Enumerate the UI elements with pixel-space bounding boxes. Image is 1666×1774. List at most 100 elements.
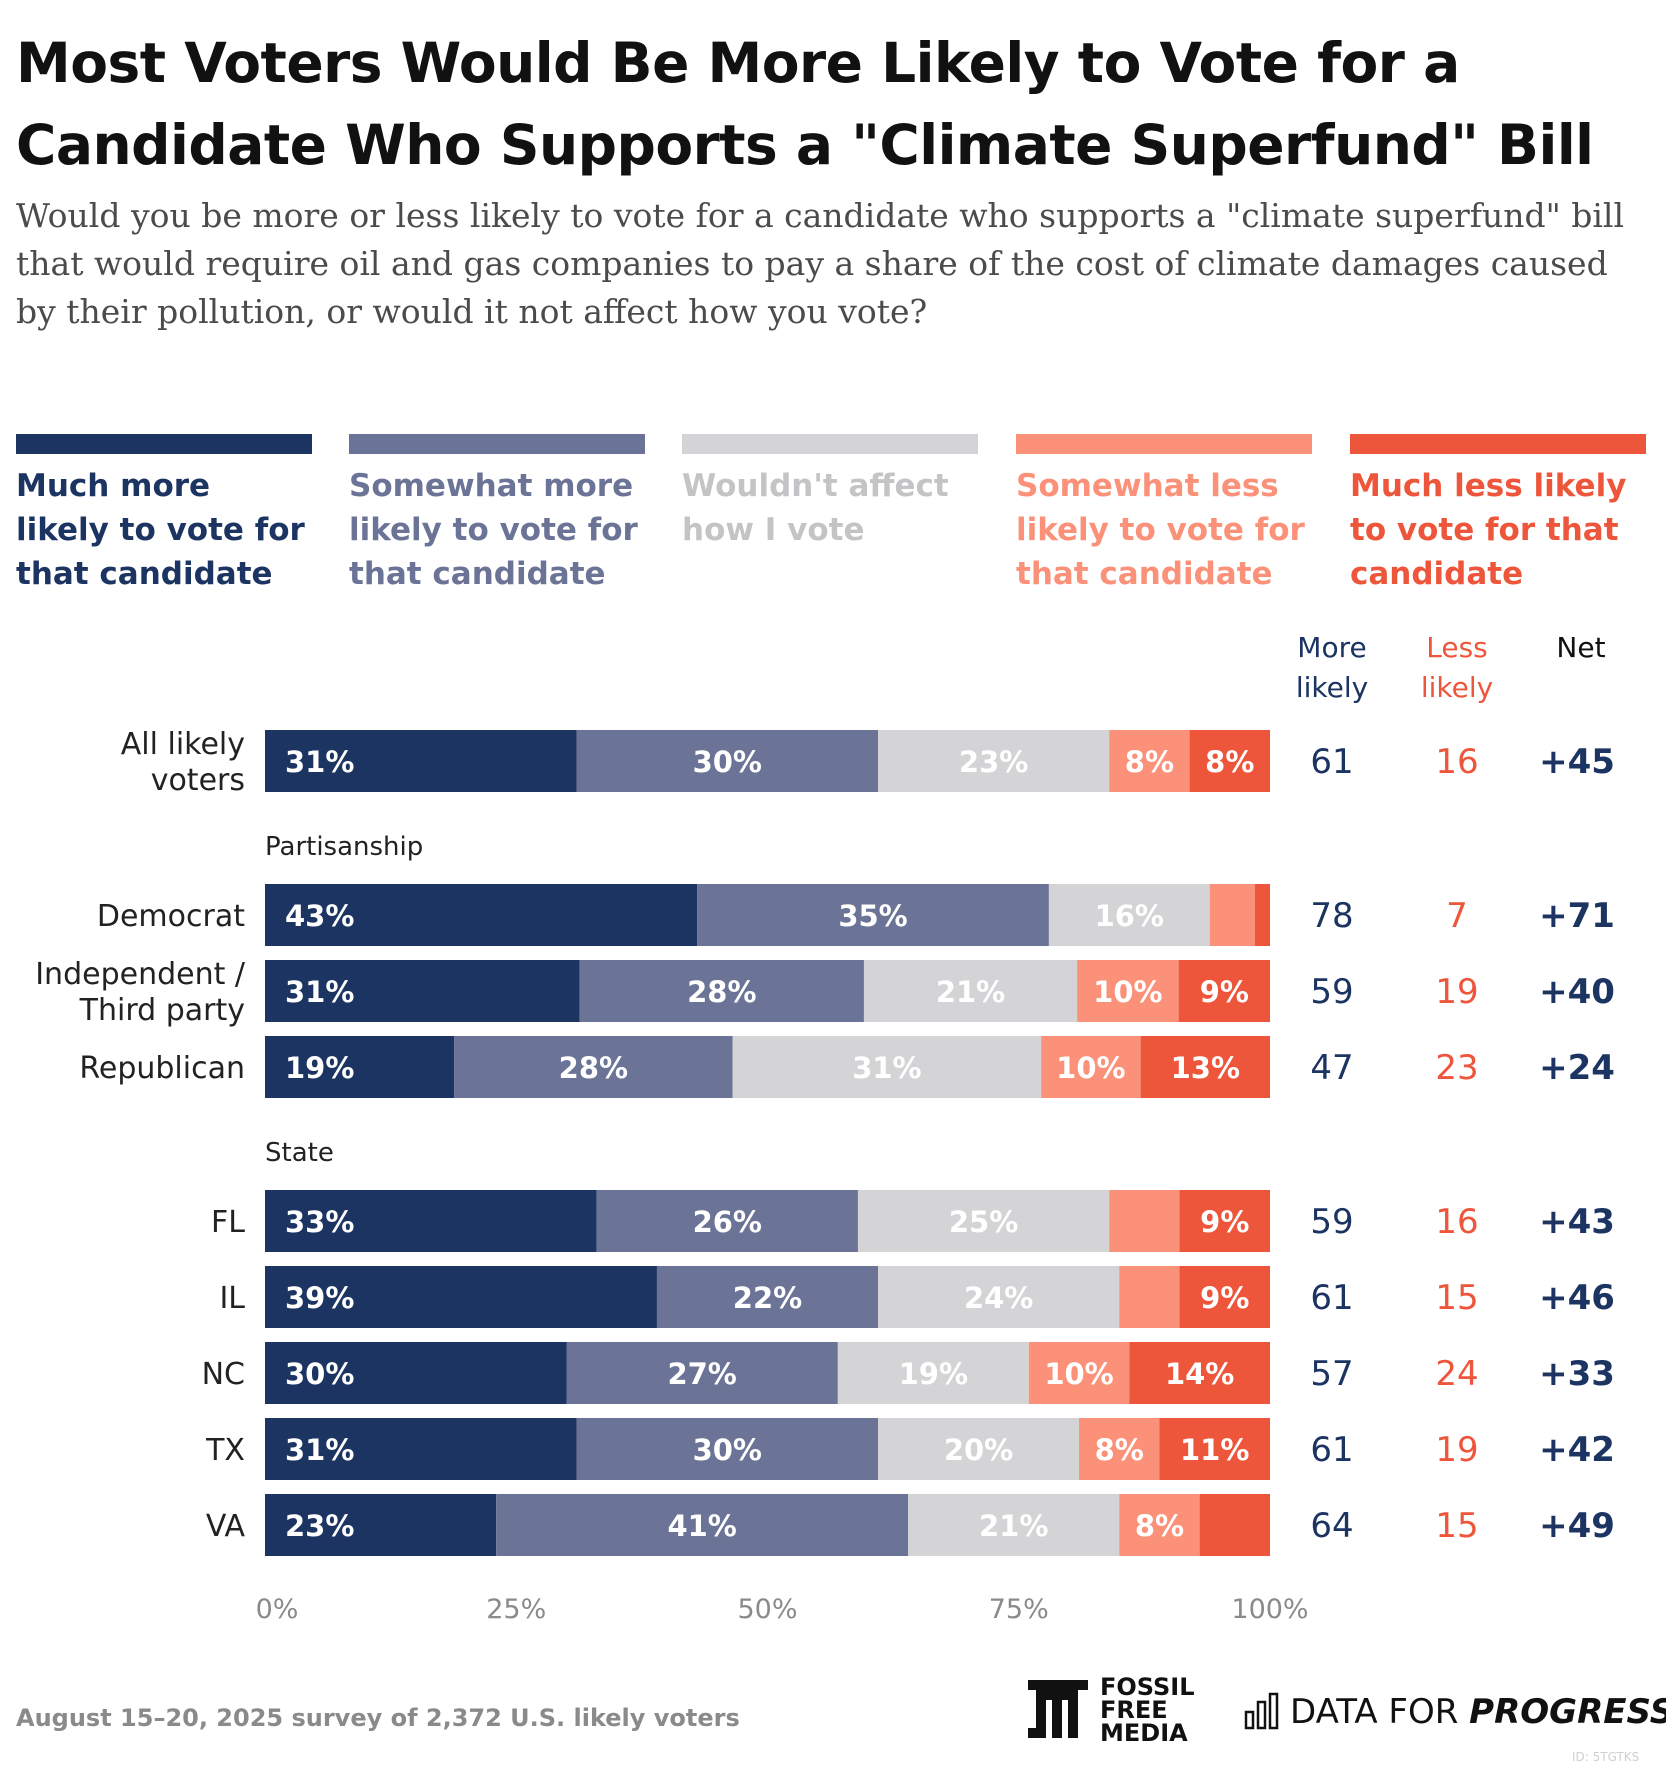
ffm-wordmark: FOSSIL FREE MEDIA — [1100, 1673, 1230, 1747]
bar-segment — [1109, 730, 1190, 792]
bar-segment — [265, 1342, 567, 1404]
ffm-word: FOSSIL — [1100, 1673, 1195, 1701]
row-label: IL — [219, 1281, 245, 1316]
data-label: 19% — [899, 1357, 968, 1391]
data-label: 11% — [1180, 1433, 1249, 1467]
data-label: 24% — [964, 1281, 1033, 1315]
row-label: voters — [151, 763, 245, 798]
net-value: +46 — [1539, 1278, 1615, 1318]
data-label: 28% — [559, 1051, 628, 1085]
dfp-word-plain: DATA FOR — [1290, 1692, 1470, 1732]
data-label: 8% — [1205, 745, 1254, 779]
bar-segment — [1077, 960, 1179, 1022]
data-label: 13% — [1171, 1051, 1240, 1085]
column-header-less-likely: Less likely — [1420, 631, 1494, 704]
data-label: 9% — [1200, 1281, 1249, 1315]
bar-segment — [878, 1418, 1080, 1480]
net-value: +24 — [1539, 1048, 1615, 1088]
ffm-word: MEDIA — [1100, 1719, 1188, 1747]
more-likely-value: 59 — [1310, 1202, 1353, 1242]
column-header-more-likely: More likely — [1295, 631, 1369, 704]
bar-segment — [656, 1266, 879, 1328]
legend-label: Much more likely to vote for that candid… — [16, 468, 305, 592]
data-label: 28% — [687, 975, 756, 1009]
row-label: Independent / — [35, 957, 246, 992]
x-tick-label: 0% — [256, 1594, 299, 1625]
legend-item-somewhat-more: Somewhat more likely to vote for that ca… — [349, 434, 645, 596]
bar-segment — [1079, 1418, 1160, 1480]
bar-segment — [857, 1190, 1110, 1252]
dfp-wordmark: DATA FOR PROGRESS — [1290, 1690, 1666, 1734]
net-value: +42 — [1539, 1430, 1615, 1470]
data-label: 20% — [944, 1433, 1013, 1467]
data-label: 30% — [285, 1357, 354, 1391]
x-tick-label: 50% — [737, 1594, 797, 1625]
more-likely-value: 61 — [1310, 1278, 1353, 1318]
bar-segment — [1254, 884, 1270, 946]
data-label: 10% — [1093, 975, 1162, 1009]
data-label: 25% — [949, 1205, 1018, 1239]
data-for-progress-logo: DATA FOR PROGRESS — [1244, 1690, 1666, 1734]
bar-segment — [1179, 1266, 1270, 1328]
bar-segment — [265, 960, 580, 1022]
bar-segment — [265, 1266, 657, 1328]
data-label: 9% — [1200, 1205, 1249, 1239]
less-likely-value: 16 — [1435, 1202, 1478, 1242]
row-label: NC — [202, 1357, 245, 1392]
bar-segment — [596, 1190, 858, 1252]
less-likely-value: 19 — [1435, 972, 1478, 1012]
bar-segment — [265, 730, 577, 792]
legend-label: Somewhat more likely to vote for that ca… — [349, 468, 638, 592]
bar-segment — [1109, 1190, 1180, 1252]
data-label: 39% — [285, 1281, 354, 1315]
bar-segment — [1041, 1036, 1141, 1098]
bar-segment — [1129, 1342, 1270, 1404]
bar-segment — [1048, 884, 1210, 946]
less-likely-value: 16 — [1435, 742, 1478, 782]
bar-segment — [697, 884, 1049, 946]
bar-segment — [1119, 1266, 1180, 1328]
bar-segment — [732, 1036, 1042, 1098]
group-label: Partisanship — [265, 832, 423, 862]
data-label: 41% — [667, 1509, 736, 1543]
legend-item-somewhat-less: Somewhat less likely to vote for that ca… — [1016, 434, 1312, 596]
more-likely-value: 78 — [1310, 896, 1353, 936]
less-likely-value: 7 — [1446, 896, 1468, 936]
data-label: 16% — [1095, 899, 1164, 933]
bar-segment — [579, 960, 864, 1022]
data-label: 43% — [285, 899, 354, 933]
data-label: 9% — [1200, 975, 1249, 1009]
data-label: 19% — [285, 1051, 354, 1085]
data-label: 31% — [285, 745, 354, 779]
row-label: All likely — [121, 727, 245, 762]
row-label: VA — [206, 1509, 246, 1544]
data-label: 27% — [667, 1357, 736, 1391]
bar-segment — [878, 1266, 1120, 1328]
ffm-word: FREE — [1100, 1696, 1168, 1724]
row-label: FL — [211, 1205, 245, 1240]
legend-item-no-effect: Wouldn't affect how I vote — [682, 434, 978, 552]
source-note: August 15–20, 2025 survey of 2,372 U.S. … — [16, 1704, 740, 1732]
bar-segment — [566, 1342, 838, 1404]
fossil-free-media-logo: FOSSIL FREE MEDIA — [1024, 1675, 1224, 1746]
data-label: 8% — [1125, 745, 1174, 779]
data-label: 31% — [852, 1051, 921, 1085]
data-label: 10% — [1056, 1051, 1125, 1085]
net-value: +71 — [1539, 896, 1615, 936]
legend-swatch — [682, 434, 978, 454]
data-label: 21% — [936, 975, 1005, 1009]
less-likely-value: 15 — [1435, 1506, 1478, 1546]
bar-segment — [265, 1036, 455, 1098]
data-label: 31% — [285, 1433, 354, 1467]
bar-segment — [265, 1190, 597, 1252]
row-label: Democrat — [97, 899, 245, 934]
group-label: State — [265, 1138, 334, 1168]
data-label: 23% — [285, 1509, 354, 1543]
less-likely-value: 24 — [1435, 1354, 1478, 1394]
legend-swatch — [1350, 434, 1646, 454]
less-likely-value: 15 — [1435, 1278, 1478, 1318]
net-value: +45 — [1539, 742, 1615, 782]
chart-title: Most Voters Would Be More Likely to Vote… — [16, 31, 1594, 177]
bar-segment — [265, 1494, 497, 1556]
legend-swatch — [16, 434, 312, 454]
